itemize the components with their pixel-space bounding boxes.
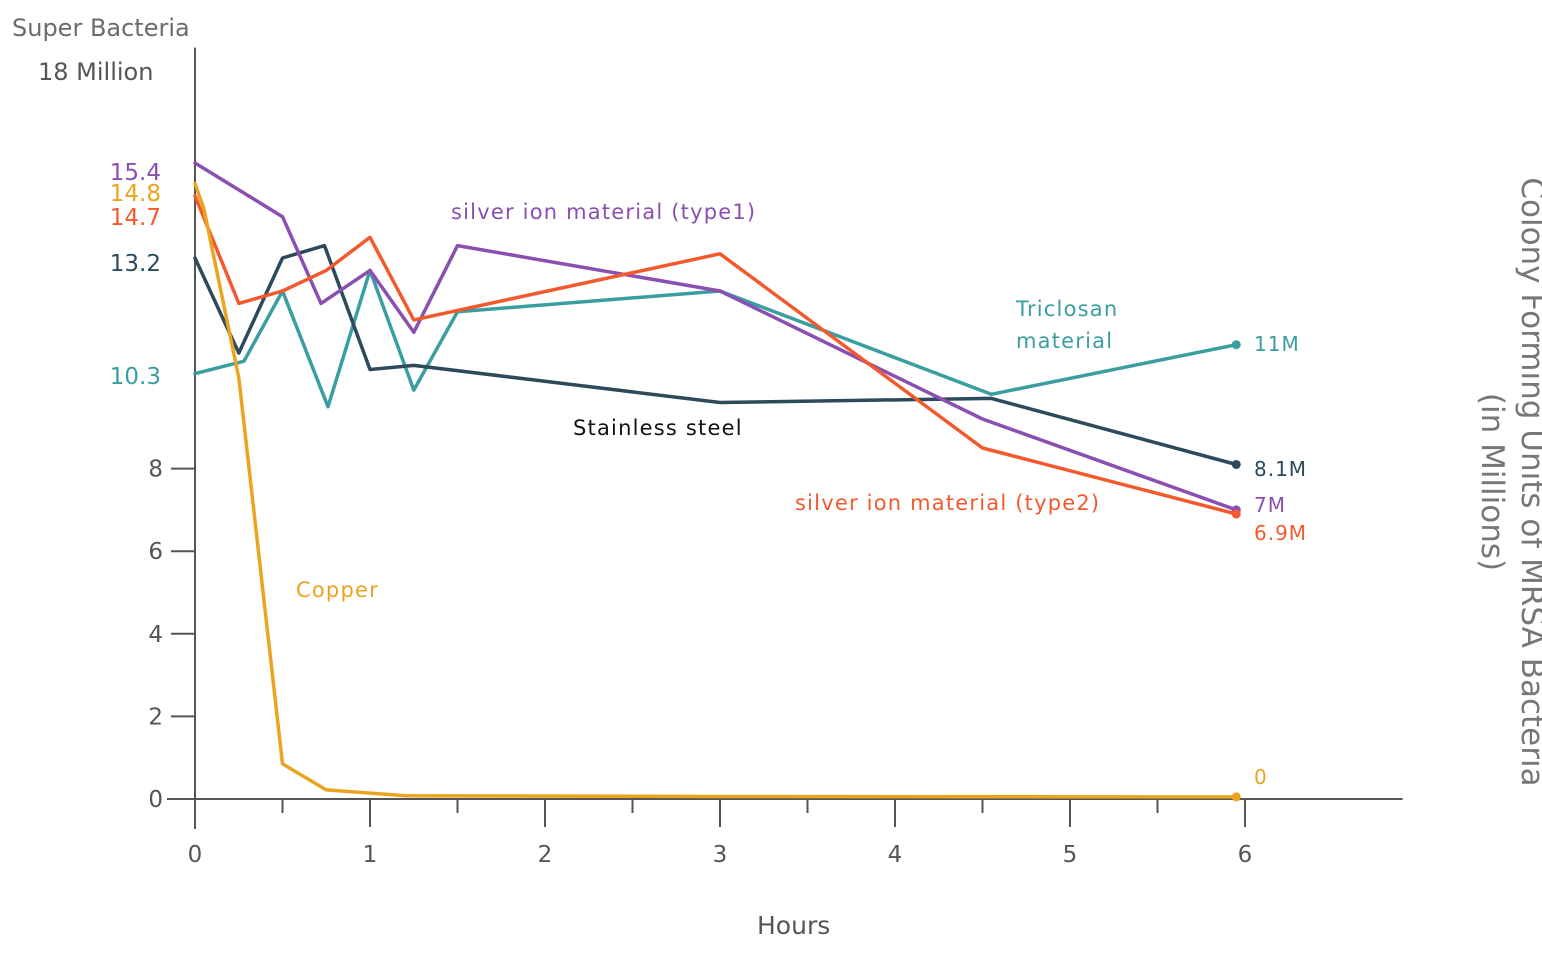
chart-title: Super Bacteria [12,14,190,42]
end-value-label-silver-ion-material-type2: 6.9M [1254,521,1307,545]
y-tick-label: 4 [148,622,163,648]
axes: 0 1 2 3 4 5 6 0 2 4 6 8 [148,47,1403,868]
x-tick-label: 2 [538,842,553,868]
end-value-label-stainless-steel: 8.1M [1254,457,1307,481]
end-point-copper [1231,792,1241,802]
x-tick-label: 4 [888,842,903,868]
series-name-line: Stainless steel [573,416,743,440]
start-value-label-stainless-steel: 13.2 [110,251,161,277]
series-name-label-copper: Copper [296,578,379,602]
x-tick-label: 6 [1238,842,1253,868]
end-value-label-triclosan-material: 11M [1254,332,1300,356]
end-value-label-copper: 0 [1254,765,1268,789]
series-name-line: Copper [296,578,379,602]
series-line-silver-ion-material-type1 [193,161,1239,512]
series-line-stainless-steel [193,243,1239,467]
series-name-line: silver ion material (type2) [795,491,1100,515]
start-value-label-triclosan-material: 10.3 [110,364,161,390]
x-axis-title: Hours [757,911,831,940]
y-tick-label: 2 [148,704,163,730]
series-name-label-silver-ion-material-type2: silver ion material (type2) [795,491,1100,515]
x-tick-label: 0 [188,842,203,868]
y-tick-label: 6 [148,539,163,565]
x-tick-label: 1 [363,842,378,868]
x-tick-label: 5 [1063,842,1078,868]
series-name-label-stainless-steel: Stainless steel [573,416,743,440]
y-tick-label: 8 [148,457,163,483]
y-axis-max-label: 18 Million [38,58,154,86]
series-line-triclosan-material [193,268,1239,409]
end-point-stainless-steel [1231,459,1241,469]
series-name-label-silver-ion-material-type1: silver ion material (type1) [451,200,756,224]
series-name-line: Triclosan [1015,297,1118,321]
series-name-label-triclosan-material: Triclosan material [1015,297,1118,353]
start-value-label-silver-ion-material-type2: 14.7 [110,205,161,231]
series-lines [193,161,1241,802]
y-tick-label: 0 [148,787,163,813]
start-value-label-copper: 14.8 [110,181,161,207]
series-labels: 10.3 11M Triclosan material 13.2 8.1M Stainles… [110,160,1307,789]
series-line-copper [193,181,1239,799]
series-name-line: silver ion material (type1) [451,200,756,224]
end-point-triclosan-material [1231,340,1241,350]
x-tick-label: 3 [713,842,728,868]
series-name-line: material [1016,329,1113,353]
start-value-label-silver-ion-material-type1: 15.4 [110,160,161,186]
end-value-label-silver-ion-material-type1: 7M [1254,493,1286,517]
end-point-silver-ion-material-type2 [1231,509,1241,519]
series-line-silver-ion-material-type2 [193,194,1239,516]
